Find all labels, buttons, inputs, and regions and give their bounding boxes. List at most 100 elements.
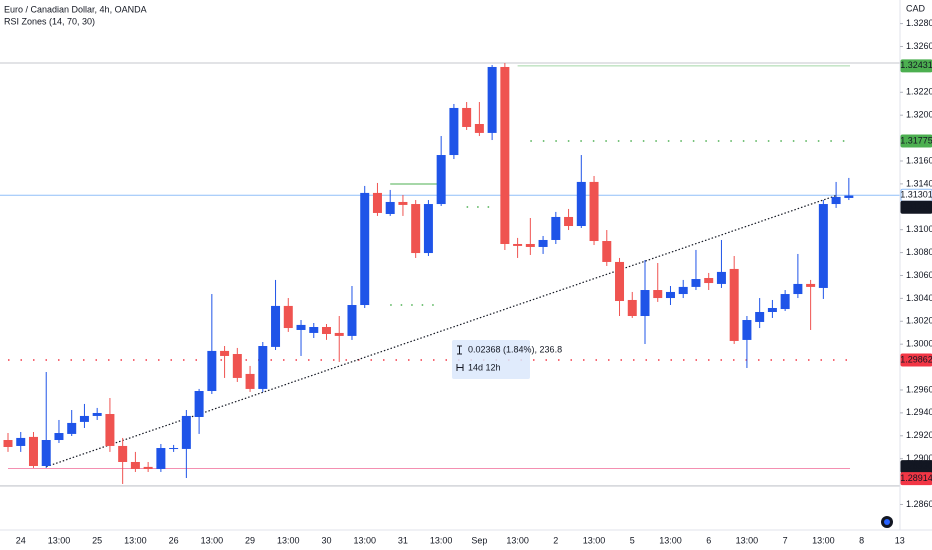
candle-body (245, 373, 255, 389)
candle-body (156, 448, 166, 469)
candle-body (640, 290, 650, 317)
logo-dot[interactable] (884, 519, 890, 525)
price-badge-label: 1.31301 (900, 190, 932, 200)
price-badge-label: 1.28930 (900, 461, 932, 471)
y-tick-label: 1.32800 (906, 18, 932, 28)
x-tick-label: 6 (706, 535, 711, 545)
x-tick-label: 26 (169, 535, 179, 545)
y-tick-label: 1.31000 (906, 224, 932, 234)
price-badge (900, 200, 932, 214)
x-tick-label: 13:00 (430, 535, 453, 545)
x-tick-label: 31 (398, 535, 408, 545)
candle-body (806, 283, 816, 287)
candle-body (181, 415, 191, 449)
x-tick-label: 2 (553, 535, 558, 545)
y-tick-label: 1.32000 (906, 110, 932, 120)
candle-body (54, 433, 64, 441)
candle-body (105, 414, 115, 446)
candle-body (398, 201, 408, 205)
candle-body (474, 123, 484, 133)
candle-body (525, 243, 535, 247)
measure-background (452, 340, 530, 379)
candle-body (831, 196, 841, 205)
candle-body (334, 332, 344, 336)
y-tick-label: 1.32600 (906, 41, 932, 51)
measure-text: 0.02368 (1.84%), 236.8 (468, 344, 562, 354)
candle-body (347, 305, 357, 336)
candle-body (844, 195, 854, 198)
x-tick-label: 7 (783, 535, 788, 545)
price-badge (900, 472, 932, 486)
candle-body (602, 241, 612, 262)
candle-body (767, 307, 777, 313)
candle-body (436, 155, 446, 205)
candle-body (716, 271, 726, 284)
x-tick-label: 13:00 (124, 535, 147, 545)
candle-body (704, 277, 714, 284)
measure-icon (457, 345, 462, 355)
candle-body (92, 412, 102, 416)
candle-body (360, 192, 370, 306)
candle-body (118, 445, 128, 462)
y-tick-label: 1.31600 (906, 155, 932, 165)
candle-body (130, 461, 140, 469)
candle-body (372, 192, 382, 213)
chart-title: Euro / Canadian Dollar, 4h, OANDA (4, 4, 147, 14)
candle-body (296, 324, 306, 330)
x-tick-label: 25 (92, 535, 102, 545)
x-tick-label: 29 (245, 535, 255, 545)
candle-body (742, 320, 752, 340)
price-badge (900, 353, 932, 367)
candle-body (423, 204, 433, 254)
x-tick-label: 5 (630, 535, 635, 545)
candle-body (665, 291, 675, 299)
candle-body (232, 354, 242, 378)
x-tick-label: 8 (859, 535, 864, 545)
candle-body (755, 312, 765, 322)
candle-body (271, 305, 281, 347)
x-tick-label: 13:00 (506, 535, 529, 545)
candle-body (627, 299, 637, 317)
candle-body (28, 436, 38, 466)
price-badge-label: 1.32431 (900, 60, 932, 70)
candle-body (818, 204, 828, 288)
candle-body (589, 181, 599, 242)
x-tick-label: 30 (321, 535, 331, 545)
y-tick-label: 1.30200 (906, 316, 932, 326)
x-tick-label: 24 (16, 535, 26, 545)
candle-body (729, 268, 739, 341)
x-tick-label: 13:00 (736, 535, 759, 545)
candle-body (487, 66, 497, 133)
candle-body (207, 350, 217, 392)
candle-body (411, 204, 421, 254)
candle-body (780, 294, 790, 310)
candle-body (691, 279, 701, 287)
candle-body (3, 440, 13, 447)
y-tick-label: 1.29600 (906, 384, 932, 394)
y-tick-label: 1.30800 (906, 247, 932, 257)
logo[interactable] (881, 516, 893, 528)
x-tick-label: 13:00 (48, 535, 71, 545)
measure-box: 0.02368 (1.84%), 236.8 14d 12h (452, 340, 562, 379)
candle-body (220, 350, 230, 356)
y-tick-label: 1.30600 (906, 270, 932, 280)
candle-body (258, 346, 268, 389)
duration-icon (456, 364, 464, 371)
x-tick-label: 13:00 (583, 535, 606, 545)
candle-body (41, 440, 51, 466)
price-badge (900, 59, 932, 73)
candle-body (500, 66, 510, 244)
candle-body (309, 326, 319, 333)
y-tick-label: 1.28600 (906, 499, 932, 509)
y-tick-label: 1.30400 (906, 293, 932, 303)
y-tick-label: 1.30000 (906, 339, 932, 349)
measure-duration: 14d 12h (468, 362, 501, 372)
candle-body (194, 391, 204, 417)
currency-label: CAD (906, 3, 926, 13)
candle-body (16, 437, 26, 446)
candle-body (551, 216, 561, 240)
candle-body (576, 181, 586, 227)
y-tick-label: 1.32200 (906, 87, 932, 97)
y-tick-label: 1.29400 (906, 407, 932, 417)
trendline (46, 194, 837, 468)
